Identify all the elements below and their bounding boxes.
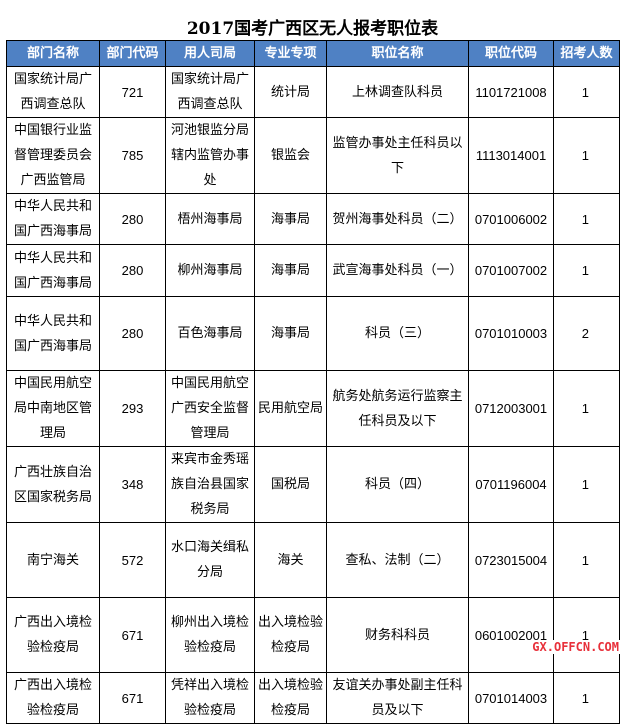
bureau-cell: 国家统计局广西调查总队 [165, 66, 255, 118]
bureau-cell: 中国民用航空广西安全监督管理局 [165, 370, 255, 447]
dept-code-cell: 671 [99, 597, 166, 673]
recruit-count-cell: 1 [553, 522, 620, 598]
dept-code-cell: 280 [99, 296, 166, 371]
column-header: 职位代码 [468, 40, 554, 67]
column-header: 招考人数 [553, 40, 620, 67]
table-row: 国家统计局广西调查总队 721 国家统计局广西调查总队 统计局 上林调查队科员 11017… [6, 66, 620, 118]
specialty-cell: 出入境检验检疫局 [254, 672, 327, 724]
recruit-count-cell: 1 [553, 193, 620, 245]
bureau-cell: 凭祥出入境检验检疫局 [165, 672, 255, 724]
position-name-cell: 监管办事处主任科员以下 [326, 117, 469, 194]
column-header: 部门代码 [99, 40, 166, 67]
dept-name-cell: 广西出入境检验检疫局 [6, 597, 100, 673]
dept-name-cell: 中国民用航空局中南地区管理局 [6, 370, 100, 447]
dept-code-cell: 348 [99, 446, 166, 523]
table-row: 中华人民共和国广西海事局 280 百色海事局 海事局 科员（三） 0701010003 2 [6, 296, 620, 371]
bureau-cell: 梧州海事局 [165, 193, 255, 245]
dept-name-cell: 中华人民共和国广西海事局 [6, 244, 100, 297]
recruit-count-cell: 1 [553, 446, 620, 523]
dept-code-cell: 785 [99, 117, 166, 194]
dept-code-cell: 572 [99, 522, 166, 598]
specialty-cell: 海事局 [254, 193, 327, 245]
bureau-cell: 百色海事局 [165, 296, 255, 371]
page-title: 2017国考广西区无人报考职位表 [186, 19, 439, 39]
specialty-cell: 海事局 [254, 244, 327, 297]
specialty-cell: 统计局 [254, 66, 327, 118]
position-name-cell: 科员（四） [326, 446, 469, 523]
bureau-cell: 河池银监分局辖内监管办事处 [165, 117, 255, 194]
dept-code-cell: 280 [99, 244, 166, 297]
position-code-cell: 0701006002 [468, 193, 554, 245]
specialty-cell: 出入境检验检疫局 [254, 597, 327, 673]
position-name-cell: 上林调查队科员 [326, 66, 469, 118]
bureau-cell: 柳州海事局 [165, 244, 255, 297]
table-row: 广西出入境检验检疫局 671 凭祥出入境检验检疫局 出入境检验检疫局 友谊关办事处副主任… [6, 672, 620, 724]
dept-code-cell: 721 [99, 66, 166, 118]
dept-name-cell: 中华人民共和国广西海事局 [6, 296, 100, 371]
dept-code-cell: 671 [99, 672, 166, 724]
position-code-cell: 1113014001 [468, 117, 554, 194]
recruit-count-cell: 1 [553, 672, 620, 724]
recruit-count-cell: 1 [553, 66, 620, 118]
position-code-cell: 0723015004 [468, 522, 554, 598]
recruit-count-cell: 1 [553, 597, 620, 673]
table-row: 中华人民共和国广西海事局 280 柳州海事局 海事局 武宣海事处科员（一） 0701007… [6, 244, 620, 297]
specialty-cell: 银监会 [254, 117, 327, 194]
recruit-count-cell: 1 [553, 244, 620, 297]
position-name-cell: 贺州海事处科员（二） [326, 193, 469, 245]
position-name-cell: 科员（三） [326, 296, 469, 371]
dept-name-cell: 广西出入境检验检疫局 [6, 672, 100, 724]
table-header-row: 部门名称 部门代码 用人司局 专业专项 职位名称 职位代码 招考人数 [6, 40, 620, 67]
positions-table: 部门名称 部门代码 用人司局 专业专项 职位名称 职位代码 招考人数 国家统计局广西调查总队… [6, 40, 620, 724]
position-name-cell: 航务处航务运行监察主任科员及以下 [326, 370, 469, 447]
column-header: 专业专项 [254, 40, 327, 67]
dept-name-cell: 广西壮族自治区国家税务局 [6, 446, 100, 523]
column-header: 用人司局 [165, 40, 255, 67]
position-name-cell: 查私、法制（二） [326, 522, 469, 598]
bureau-cell: 来宾市金秀瑶族自治县国家税务局 [165, 446, 255, 523]
recruit-count-cell: 1 [553, 117, 620, 194]
specialty-cell: 海关 [254, 522, 327, 598]
table-row: 中华人民共和国广西海事局 280 梧州海事局 海事局 贺州海事处科员（二） 0701006… [6, 193, 620, 245]
position-name-cell: 武宣海事处科员（一） [326, 244, 469, 297]
position-code-cell: 0712003001 [468, 370, 554, 447]
bureau-cell: 柳州出入境检验检疫局 [165, 597, 255, 673]
recruit-count-cell: 1 [553, 370, 620, 447]
position-name-cell: 财务科科员 [326, 597, 469, 673]
dept-code-cell: 293 [99, 370, 166, 447]
position-code-cell: 0601002001 [468, 597, 554, 673]
dept-name-cell: 南宁海关 [6, 522, 100, 598]
table-row: 中国银行业监督管理委员会广西监管局 785 河池银监分局辖内监管办事处 银监会 监管办事… [6, 117, 620, 194]
specialty-cell: 民用航空局 [254, 370, 327, 447]
position-code-cell: 1101721008 [468, 66, 554, 118]
recruit-count-cell: 2 [553, 296, 620, 371]
dept-name-cell: 中国银行业监督管理委员会广西监管局 [6, 117, 100, 194]
dept-name-cell: 中华人民共和国广西海事局 [6, 193, 100, 245]
table-row: 广西壮族自治区国家税务局 348 来宾市金秀瑶族自治县国家税务局 国税局 科员（四） 07… [6, 446, 620, 523]
table-row: 广西出入境检验检疫局 671 柳州出入境检验检疫局 出入境检验检疫局 财务科科员 0601… [6, 597, 620, 673]
table-row: 南宁海关 572 水口海关缉私分局 海关 查私、法制（二） 0723015004 1 [6, 522, 620, 598]
position-code-cell: 0701007002 [468, 244, 554, 297]
table-row: 中国民用航空局中南地区管理局 293 中国民用航空广西安全监督管理局 民用航空局 航务处… [6, 370, 620, 447]
column-header: 职位名称 [326, 40, 469, 67]
dept-name-cell: 国家统计局广西调查总队 [6, 66, 100, 118]
position-code-cell: 0701010003 [468, 296, 554, 371]
position-code-cell: 0701014003 [468, 672, 554, 724]
dept-code-cell: 280 [99, 193, 166, 245]
position-name-cell: 友谊关办事处副主任科员及以下 [326, 672, 469, 724]
specialty-cell: 海事局 [254, 296, 327, 371]
column-header: 部门名称 [6, 40, 100, 67]
specialty-cell: 国税局 [254, 446, 327, 523]
bureau-cell: 水口海关缉私分局 [165, 522, 255, 598]
position-code-cell: 0701196004 [468, 446, 554, 523]
watermark-logo: GX.OFFCN.COM [530, 640, 621, 654]
